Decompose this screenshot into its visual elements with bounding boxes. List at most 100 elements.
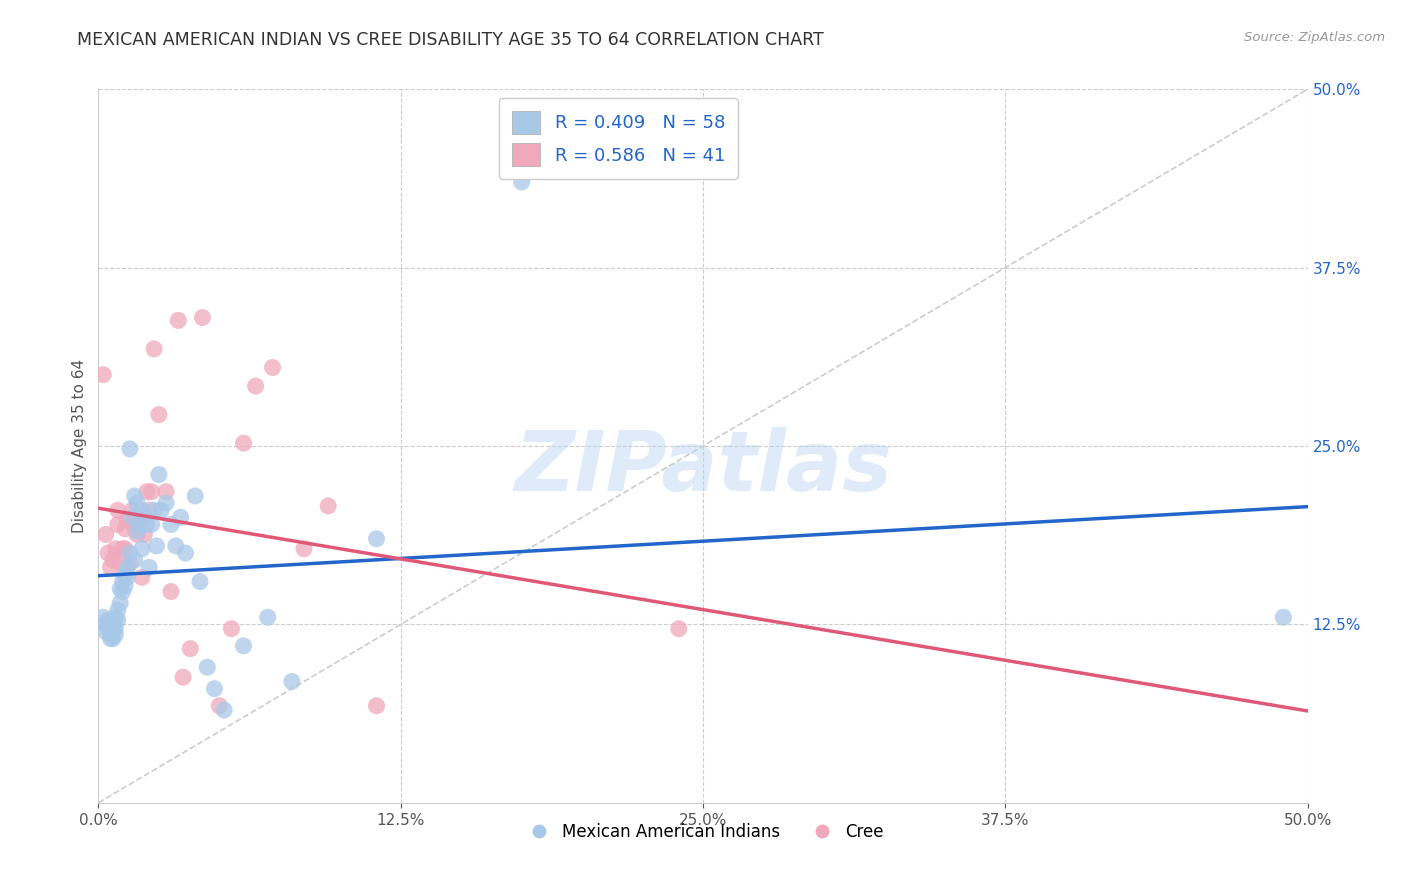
Point: [124, 553, 146, 567]
Point: [366, 698, 388, 713]
Point: [121, 503, 143, 517]
Point: [245, 379, 267, 393]
Point: [138, 503, 160, 517]
Point: [108, 556, 131, 570]
Point: [97, 613, 120, 627]
Point: [141, 484, 163, 499]
Point: [117, 560, 139, 574]
Point: [172, 670, 194, 684]
Point: [135, 517, 157, 532]
Point: [131, 570, 153, 584]
Point: [104, 622, 127, 636]
Point: [108, 582, 131, 596]
Point: [174, 546, 197, 560]
Point: [104, 541, 127, 556]
Point: [114, 522, 136, 536]
Point: [108, 596, 131, 610]
Point: [127, 527, 149, 541]
Point: [124, 513, 146, 527]
Point: [167, 313, 190, 327]
Point: [143, 342, 166, 356]
Point: [118, 546, 141, 560]
Point: [165, 539, 187, 553]
Point: [145, 539, 167, 553]
Point: [111, 574, 134, 589]
Point: [101, 632, 124, 646]
Point: [138, 560, 160, 574]
Point: [111, 584, 134, 599]
Point: [121, 510, 143, 524]
Point: [155, 484, 177, 499]
Point: [104, 610, 127, 624]
Text: ZIPatlas: ZIPatlas: [515, 427, 891, 508]
Point: [148, 467, 170, 482]
Point: [316, 499, 339, 513]
Point: [94, 617, 117, 632]
Point: [141, 517, 163, 532]
Point: [107, 503, 129, 517]
Point: [184, 489, 207, 503]
Point: [160, 517, 183, 532]
Point: [101, 624, 124, 639]
Point: [107, 603, 129, 617]
Point: [91, 368, 114, 382]
Point: [188, 574, 211, 589]
Point: [510, 175, 533, 189]
Point: [104, 627, 127, 641]
Point: [143, 503, 166, 517]
Point: [208, 698, 231, 713]
Point: [114, 567, 136, 582]
Point: [111, 541, 134, 556]
Point: [127, 524, 149, 539]
Point: [281, 674, 304, 689]
Legend: Mexican American Indians, Cree: Mexican American Indians, Cree: [516, 817, 890, 848]
Point: [256, 610, 278, 624]
Point: [135, 484, 157, 499]
Point: [114, 541, 136, 556]
Point: [191, 310, 214, 325]
Point: [128, 517, 150, 532]
Point: [118, 442, 141, 456]
Point: [160, 584, 183, 599]
Point: [101, 553, 124, 567]
Point: [91, 610, 114, 624]
Point: [366, 532, 388, 546]
Point: [117, 570, 139, 584]
Point: [1272, 610, 1295, 624]
Point: [212, 703, 235, 717]
Point: [232, 639, 254, 653]
Point: [117, 513, 139, 527]
Point: [148, 408, 170, 422]
Point: [107, 517, 129, 532]
Point: [101, 617, 124, 632]
Point: [97, 622, 120, 636]
Point: [232, 436, 254, 450]
Point: [668, 622, 690, 636]
Text: MEXICAN AMERICAN INDIAN VS CREE DISABILITY AGE 35 TO 64 CORRELATION CHART: MEXICAN AMERICAN INDIAN VS CREE DISABILI…: [77, 31, 824, 49]
Point: [292, 541, 315, 556]
Point: [100, 617, 122, 632]
Point: [100, 560, 122, 574]
Point: [97, 546, 120, 560]
Point: [131, 541, 153, 556]
Point: [124, 522, 146, 536]
Point: [179, 641, 201, 656]
Point: [127, 496, 149, 510]
Point: [100, 632, 122, 646]
Text: Source: ZipAtlas.com: Source: ZipAtlas.com: [1244, 31, 1385, 45]
Point: [114, 579, 136, 593]
Point: [155, 496, 177, 510]
Point: [195, 660, 218, 674]
Point: [94, 624, 117, 639]
Point: [204, 681, 226, 696]
Point: [134, 510, 156, 524]
Point: [124, 489, 146, 503]
Point: [128, 513, 150, 527]
Point: [169, 510, 191, 524]
Point: [134, 527, 156, 541]
Point: [94, 527, 117, 541]
Point: [262, 360, 284, 375]
Point: [131, 503, 153, 517]
Point: [150, 503, 173, 517]
Y-axis label: Disability Age 35 to 64: Disability Age 35 to 64: [72, 359, 87, 533]
